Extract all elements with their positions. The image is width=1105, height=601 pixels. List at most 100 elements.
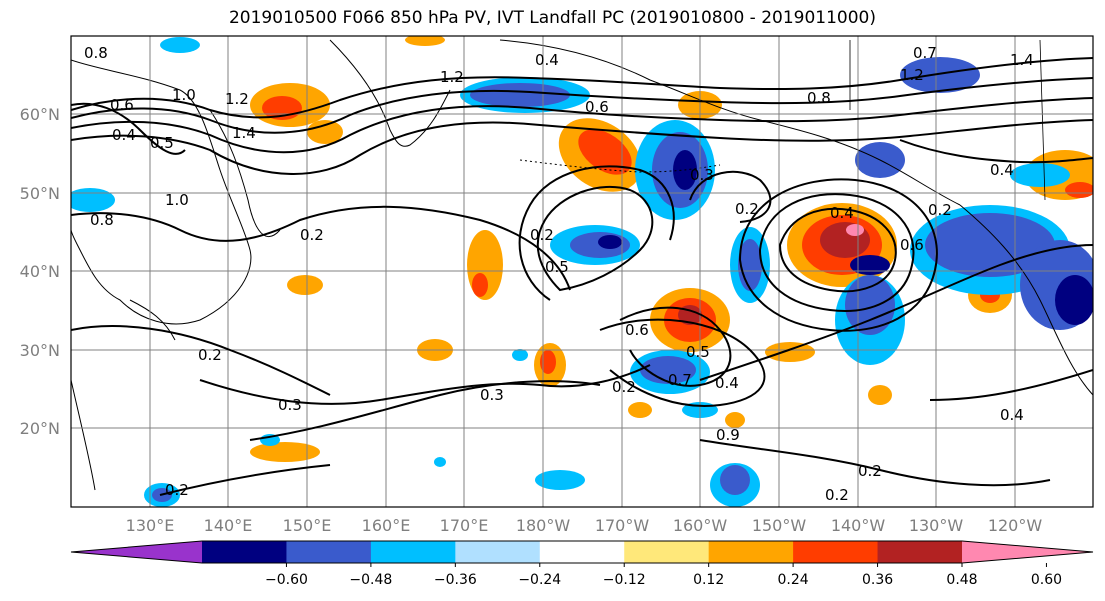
plot-frame	[70, 35, 1094, 508]
contour-0-8	[71, 97, 1093, 154]
north-america-coast	[959, 204, 1093, 396]
colorbar-segment	[286, 541, 372, 563]
contour-label: 0.6	[625, 321, 649, 339]
pv-contours	[71, 57, 1093, 496]
contour-label: 0.2	[198, 346, 222, 364]
shade-positive-15	[868, 385, 892, 405]
lat-label-30n: 30°N	[20, 341, 60, 360]
colorbar-segment	[202, 541, 287, 563]
contour-label: 0.9	[716, 426, 740, 444]
contour-label: 0.5	[686, 343, 710, 361]
sakhalin-coast	[209, 109, 281, 238]
contour-0-2-east	[699, 244, 1093, 381]
contour-label: 1.2	[440, 68, 464, 86]
contour-loop-west	[71, 102, 186, 155]
colorbar-segment	[370, 541, 456, 563]
shade-negative-16	[535, 470, 585, 490]
shade-positive-17	[250, 442, 320, 462]
shade-positive-16	[725, 412, 745, 428]
shade-positive-7	[287, 275, 323, 295]
contour-label: 0.2	[825, 486, 849, 504]
colorbar-tick-label: 0.24	[778, 572, 809, 588]
contour-0-2-gulf	[689, 170, 772, 223]
shade-positive-9-core	[540, 350, 556, 374]
contour-loop-east-mid	[758, 193, 915, 312]
colorbar-tick-label: 0.60	[1031, 572, 1062, 588]
contour-label: 0.6	[900, 236, 924, 254]
contour-0-2-south	[159, 464, 331, 496]
shade-negative-17	[512, 349, 528, 361]
contour-label: 0.2	[165, 481, 189, 499]
shade-negative-2	[71, 188, 115, 212]
contour-label: 0.4	[830, 204, 854, 222]
shade-positive-12-max	[846, 224, 864, 236]
lat-label-50n: 50°N	[20, 184, 60, 203]
shade-negative-19	[434, 457, 446, 467]
lon-label: 140°E	[204, 516, 253, 535]
contour-label: 0.8	[807, 89, 831, 107]
lon-label: 120°W	[988, 516, 1043, 535]
contour-label: 0.3	[480, 386, 504, 404]
colorbar-segment	[708, 541, 794, 563]
lat-label-40n: 40°N	[20, 262, 60, 281]
contour-0-4-southeast	[929, 369, 1093, 401]
shade-negative-3-core	[470, 83, 570, 107]
contour-0-2-southeast	[699, 439, 1051, 487]
colorbar-tick-label: 0.36	[862, 572, 893, 588]
shade-positive-4-core	[578, 129, 632, 175]
lon-label: 180°W	[516, 516, 571, 535]
contour-0-3-south	[249, 380, 601, 441]
colorbar-outline	[70, 540, 1094, 564]
contour-label: 0.4	[1000, 406, 1024, 424]
contour-loop-east-inner	[778, 207, 897, 293]
shade-negative-7-peak	[850, 255, 890, 275]
shade-positive-2	[307, 120, 343, 144]
contour-label: 0.2	[300, 226, 324, 244]
colorbar-extend-high	[962, 541, 1093, 563]
contour-label: 1.4	[232, 124, 256, 142]
shade-positive-6-core	[472, 273, 488, 297]
lon-label: 150°E	[283, 516, 332, 535]
colorbar-segment	[539, 541, 625, 563]
colorbar-tick-label: −0.24	[518, 572, 561, 588]
contour-loop-central-outer	[599, 318, 766, 407]
east-china-coast	[71, 379, 96, 491]
contour-0-2-west	[71, 205, 571, 291]
contour-0-2-southwest	[71, 325, 331, 396]
contour-loop-aleutian	[536, 185, 654, 292]
colorbar-tick-label: 0.48	[946, 572, 977, 588]
colorbar-extend-low	[71, 541, 202, 563]
shade-negative-14-core	[720, 465, 750, 495]
lon-label: 130°W	[909, 516, 964, 535]
contour-label: 1.4	[1010, 51, 1034, 69]
contour-label: 0.4	[715, 374, 739, 392]
contour-label: 1.2	[900, 66, 924, 84]
lon-label: 130°E	[126, 516, 175, 535]
shade-negative-13-core	[640, 356, 696, 384]
contour-label: 0.4	[535, 51, 559, 69]
contour-label: 0.6	[585, 98, 609, 116]
shade-positive-18	[628, 402, 652, 418]
contour-label: 0.3	[278, 396, 302, 414]
lon-label: 160°E	[362, 516, 411, 535]
contour-0-6	[71, 119, 1093, 175]
contour-label: 0.3	[690, 166, 714, 184]
lon-label: 140°W	[831, 516, 886, 535]
colorbar-tick-label: −0.48	[349, 572, 392, 588]
colorbar-segment	[455, 541, 541, 563]
latitude-labels: 60°N 50°N 40°N 30°N 20°N	[20, 105, 60, 438]
contour-northeast	[899, 139, 1093, 164]
lon-label: 160°W	[673, 516, 728, 535]
contour-label: 0.7	[668, 371, 692, 389]
shade-negative-5-peak	[598, 235, 622, 249]
contour-label: 0.7	[913, 44, 937, 62]
asia-coast	[71, 59, 252, 325]
contour-label: 1.0	[165, 191, 189, 209]
contour-labels: 0.6 1.0 0.8 0.4 0.5 1.0 1.2 1.4 0.8 0.2 …	[84, 44, 1034, 504]
contour-label: 0.5	[150, 134, 174, 152]
lon-label: 170°W	[595, 516, 650, 535]
colorbar-segment	[793, 541, 879, 563]
contour-label: 0.5	[545, 258, 569, 276]
map-title: 2019010500 F066 850 hPa PV, IVT Landfall…	[228, 8, 876, 28]
contour-1-2	[71, 57, 1093, 119]
